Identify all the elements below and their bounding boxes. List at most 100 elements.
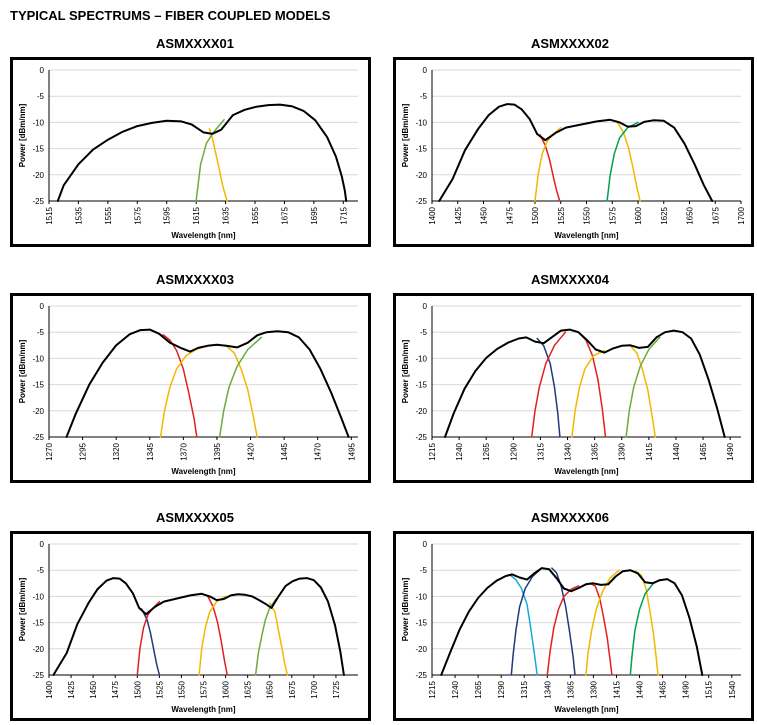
series-line-channel bbox=[195, 119, 225, 202]
x-tick-label: 1725 bbox=[332, 680, 341, 698]
chart-title: ASMXXXX01 bbox=[155, 36, 235, 51]
series-line-channel bbox=[588, 582, 613, 676]
x-tick-label: 1625 bbox=[244, 680, 253, 698]
series-line-channel bbox=[635, 570, 659, 676]
y-tick-label: -25 bbox=[415, 433, 427, 442]
chart-title: ASMXXXX03 bbox=[155, 272, 235, 287]
x-axis-label: Wavelength [nm] bbox=[171, 467, 235, 476]
series-line-total bbox=[56, 103, 348, 202]
x-tick-label: 1400 bbox=[45, 680, 54, 698]
y-axis-label: Power [dBm/nm] bbox=[401, 103, 410, 167]
x-tick-label: 1625 bbox=[660, 206, 669, 224]
x-tick-label: 1390 bbox=[589, 680, 598, 698]
series-line-channel bbox=[509, 574, 538, 676]
x-tick-label: 1490 bbox=[726, 442, 735, 460]
x-axis-label: Wavelength [nm] bbox=[171, 705, 235, 714]
x-tick-label: 1415 bbox=[645, 442, 654, 460]
x-tick-label: 1525 bbox=[557, 206, 566, 224]
x-tick-label: 1290 bbox=[509, 442, 518, 460]
x-axis-label: Wavelength [nm] bbox=[554, 467, 618, 476]
x-tick-label: 1420 bbox=[247, 442, 256, 460]
y-tick-label: -20 bbox=[32, 407, 44, 416]
y-tick-label: -5 bbox=[37, 92, 45, 101]
chart-panel: 0 -5 -10 -15 -20 -25 1515 1535 1555 1575 1595 1615 1… bbox=[10, 57, 371, 247]
x-tick-label: 1440 bbox=[636, 680, 645, 698]
series-line-total bbox=[52, 577, 345, 676]
x-tick-label: 1675 bbox=[711, 206, 720, 224]
chart-panel: 0 -5 -10 -15 -20 -25 1215 1240 1265 1290 1315 1340 1… bbox=[393, 293, 754, 483]
x-tick-label: 1450 bbox=[480, 206, 489, 224]
series-line-channel bbox=[546, 585, 580, 676]
series-line-channel bbox=[254, 598, 277, 676]
series-line-channel bbox=[218, 336, 263, 438]
series-line-channel bbox=[162, 334, 198, 438]
x-tick-label: 1340 bbox=[543, 680, 552, 698]
y-tick-label: 0 bbox=[423, 302, 428, 311]
y-tick-label: -5 bbox=[420, 566, 428, 575]
y-tick-label: -20 bbox=[415, 645, 427, 654]
series-line-channel bbox=[530, 331, 567, 438]
y-tick-label: -15 bbox=[415, 619, 427, 628]
chart-title: ASMXXXX04 bbox=[530, 272, 610, 287]
x-tick-label: 1525 bbox=[155, 680, 164, 698]
series-line-channel bbox=[198, 595, 227, 676]
series-line-channel bbox=[159, 344, 211, 438]
x-tick-label: 1345 bbox=[146, 442, 155, 460]
series-line-total bbox=[65, 328, 350, 438]
x-axis-label: Wavelength [nm] bbox=[171, 231, 235, 240]
series-line-channel bbox=[510, 567, 543, 676]
x-tick-label: 1500 bbox=[133, 680, 142, 698]
series-line-channel bbox=[140, 608, 161, 676]
series-line-channel bbox=[551, 567, 576, 676]
x-tick-label: 1370 bbox=[179, 442, 188, 460]
x-tick-label: 1675 bbox=[280, 206, 289, 224]
x-tick-label: 1215 bbox=[428, 442, 437, 460]
x-tick-label: 1700 bbox=[737, 206, 746, 224]
x-tick-label: 1695 bbox=[310, 206, 319, 224]
y-tick-label: 0 bbox=[40, 302, 45, 311]
x-tick-label: 1290 bbox=[497, 680, 506, 698]
x-tick-label: 1270 bbox=[45, 442, 54, 460]
y-axis-label: Power [dBm/nm] bbox=[401, 577, 410, 641]
y-tick-label: -15 bbox=[415, 145, 427, 154]
x-tick-label: 1390 bbox=[618, 442, 627, 460]
chart-panel: 0 -5 -10 -15 -20 -25 1270 1295 1320 1345 1370 1395 1… bbox=[10, 293, 371, 483]
x-tick-label: 1495 bbox=[347, 442, 356, 460]
y-axis-label: Power [dBm/nm] bbox=[18, 577, 27, 641]
x-tick-label: 1595 bbox=[163, 206, 172, 224]
x-tick-label: 1575 bbox=[200, 680, 209, 698]
x-tick-label: 1500 bbox=[531, 206, 540, 224]
chart-panel: 0 -5 -10 -15 -20 -25 1400 1425 1450 1475 1500 1525 1… bbox=[10, 531, 371, 721]
y-tick-label: -25 bbox=[415, 671, 427, 680]
y-tick-label: -15 bbox=[32, 381, 44, 390]
y-tick-label: -25 bbox=[32, 433, 44, 442]
x-tick-label: 1470 bbox=[314, 442, 323, 460]
x-tick-label: 1240 bbox=[455, 442, 464, 460]
y-tick-label: -20 bbox=[415, 171, 427, 180]
y-tick-label: -5 bbox=[420, 92, 428, 101]
y-tick-label: 0 bbox=[40, 66, 45, 75]
y-tick-label: -10 bbox=[415, 118, 427, 127]
x-tick-label: 1535 bbox=[74, 206, 83, 224]
x-tick-label: 1320 bbox=[112, 442, 121, 460]
y-tick-label: -15 bbox=[32, 145, 44, 154]
x-tick-label: 1400 bbox=[428, 206, 437, 224]
chart-title: ASMXXXX06 bbox=[530, 510, 610, 525]
series-line-total bbox=[444, 328, 726, 438]
x-tick-label: 1445 bbox=[280, 442, 289, 460]
x-tick-label: 1600 bbox=[634, 206, 643, 224]
series-line-channel bbox=[225, 345, 258, 438]
x-tick-label: 1240 bbox=[451, 680, 460, 698]
x-tick-label: 1575 bbox=[608, 206, 617, 224]
x-tick-label: 1295 bbox=[79, 442, 88, 460]
x-tick-label: 1365 bbox=[591, 442, 600, 460]
x-tick-label: 1615 bbox=[192, 206, 201, 224]
y-tick-label: -5 bbox=[37, 566, 45, 575]
x-tick-label: 1575 bbox=[133, 206, 142, 224]
series-line-channel bbox=[629, 578, 661, 676]
x-tick-label: 1265 bbox=[474, 680, 483, 698]
y-tick-label: -5 bbox=[420, 328, 428, 337]
y-axis-label: Power [dBm/nm] bbox=[18, 103, 27, 167]
